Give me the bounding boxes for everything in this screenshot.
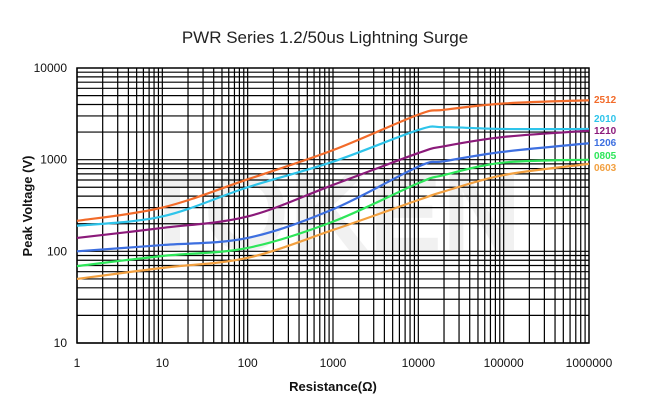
x-tick-label: 10 (156, 356, 170, 370)
plot-frame (76, 67, 590, 344)
chart-title: PWR Series 1.2/50us Lightning Surge (182, 28, 468, 47)
x-axis-label: Resistance(Ω) (289, 379, 377, 394)
series-label-1210: 1210 (594, 126, 617, 137)
series-line-0805 (76, 158, 590, 268)
series-line-1210 (76, 129, 590, 240)
x-tick-label: 1 (74, 356, 81, 370)
x-tick-label: 100000 (484, 356, 524, 370)
series-lines (76, 99, 590, 281)
y-tick-label: 10 (54, 336, 68, 350)
y-axis-label: Peak Voltage (V) (20, 156, 35, 257)
x-tick-label: 1000 (320, 356, 347, 370)
y-tick-label: 100 (47, 244, 67, 258)
y-tick-label: 10000 (34, 61, 68, 75)
y-tick-label: 1000 (40, 153, 67, 167)
series-label-0805: 0805 (594, 151, 617, 162)
series-label-2512: 2512 (594, 95, 617, 106)
series-label-0603: 0603 (594, 163, 617, 174)
grid (76, 67, 590, 344)
series-line-2512 (76, 99, 590, 222)
series-label-2010: 2010 (594, 114, 617, 125)
series-label-1206: 1206 (594, 138, 617, 149)
series-line-0603 (76, 162, 590, 281)
x-tick-label: 100 (238, 356, 258, 370)
series-line-2010 (76, 125, 590, 227)
x-tick-label: 10000 (402, 356, 436, 370)
x-tick-label: 1000000 (566, 356, 613, 370)
series-line-1206 (76, 142, 590, 253)
tick-labels: 1 10 100 1000 10000 100000 1000000 10 100 1000 100… (34, 61, 613, 370)
